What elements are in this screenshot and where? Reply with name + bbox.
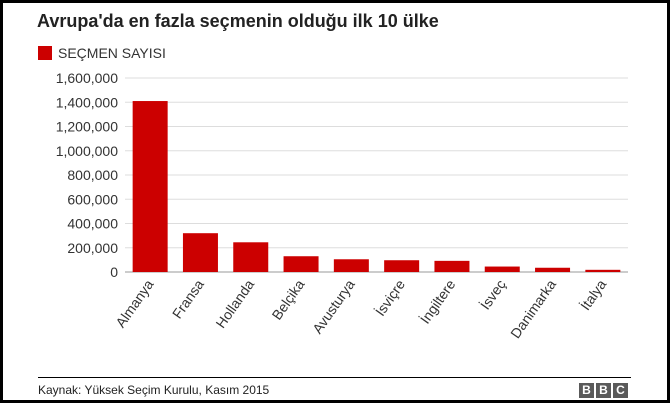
bar-2 [233, 242, 269, 272]
x-tick-label: İngiltere [416, 276, 459, 327]
x-tick-label: Avusturya [309, 276, 358, 336]
bbc-logo-letter: B [596, 383, 611, 398]
bar-4 [333, 259, 369, 272]
y-tick-label: 600,000 [67, 191, 118, 207]
y-tick-label: 1,400,000 [56, 94, 118, 110]
footer-divider [38, 377, 631, 378]
y-tick-label: 800,000 [67, 167, 118, 183]
y-tick-label: 1,600,000 [56, 70, 118, 86]
x-tick-label: Danimarka [507, 276, 559, 341]
y-tick-label: 1,200,000 [56, 119, 118, 135]
legend-swatch [38, 46, 52, 60]
y-tick-label: 0 [110, 264, 118, 280]
bar-3 [283, 256, 319, 272]
x-tick-label: Fransa [169, 276, 207, 321]
bar-8 [535, 267, 571, 272]
x-tick-label: Hollanda [212, 276, 257, 331]
y-tick-label: 200,000 [67, 240, 118, 256]
x-tick-label: Almanya [112, 276, 156, 330]
bar-0 [132, 101, 168, 272]
bbc-logo: B B C [579, 383, 628, 398]
bar-5 [384, 260, 420, 272]
source-note: Kaynak: Yüksek Seçim Kurulu, Kasım 2015 [38, 383, 270, 397]
x-tick-label: İsveç [476, 276, 509, 313]
bar-9 [585, 269, 621, 272]
chart-title: Avrupa'da en fazla seçmenin olduğu ilk 1… [37, 11, 439, 31]
bbc-logo-letter: B [579, 383, 594, 398]
y-tick-label: 1,000,000 [56, 143, 118, 159]
y-tick-label: 400,000 [67, 216, 118, 232]
x-tick-label: Belçika [269, 276, 308, 322]
legend-label: SEÇMEN SAYISI [58, 45, 166, 61]
legend: SEÇMEN SAYISI [38, 45, 166, 61]
bar-7 [484, 266, 520, 272]
bbc-logo-letter: C [613, 383, 628, 398]
x-tick-label: İsviçre [371, 276, 408, 319]
bar-1 [182, 233, 218, 272]
bar-6 [434, 260, 470, 272]
x-tick-label: İtalya [576, 276, 609, 313]
